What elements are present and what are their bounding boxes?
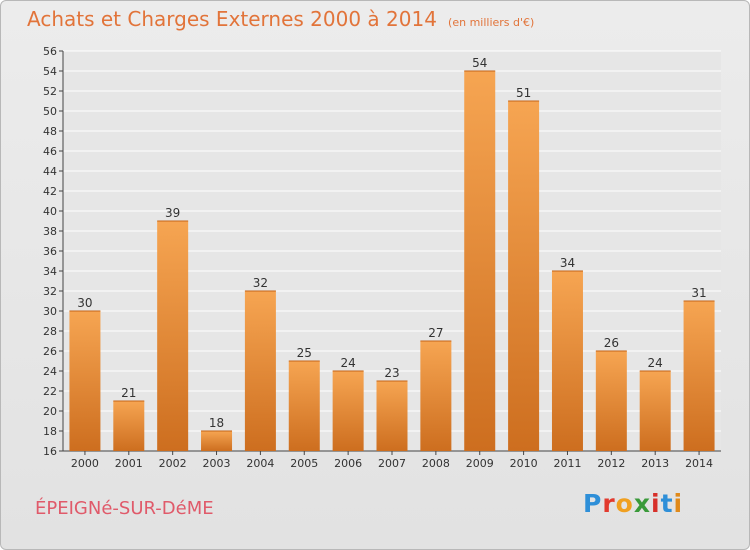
bar-2008 xyxy=(420,341,452,451)
bar-2002 xyxy=(157,221,189,451)
commune-name: ÉPEIGNé-SUR-DéME xyxy=(35,498,214,519)
data-label-2010: 51 xyxy=(516,86,531,100)
y-tick-label: 32 xyxy=(43,285,57,298)
bar-2011 xyxy=(551,271,583,451)
y-tick-label: 36 xyxy=(43,245,57,258)
y-tick-label: 46 xyxy=(43,145,57,158)
x-tick-label-2011: 2011 xyxy=(553,457,581,470)
bar-2007 xyxy=(376,381,408,451)
y-tick-label: 54 xyxy=(43,65,57,78)
bars xyxy=(69,70,715,451)
y-tick-label: 24 xyxy=(43,365,57,378)
chart-title-block: Achats et Charges Externes 2000 à 2014 (… xyxy=(27,7,534,31)
bar-2000 xyxy=(69,311,101,451)
proxiti-logo[interactable]: Proxiti xyxy=(583,489,683,518)
x-tick-label-2012: 2012 xyxy=(597,457,625,470)
chart-title: Achats et Charges Externes 2000 à 2014 xyxy=(27,7,437,31)
data-label-2005: 25 xyxy=(297,346,312,360)
y-tick-label: 56 xyxy=(43,45,57,58)
y-tick-label: 22 xyxy=(43,385,57,398)
x-tick-label-2000: 2000 xyxy=(71,457,99,470)
y-tick-label: 26 xyxy=(43,345,57,358)
y-tick-label: 40 xyxy=(43,205,57,218)
x-tick-label-2010: 2010 xyxy=(510,457,538,470)
logo-letter: t xyxy=(660,489,674,518)
y-tick-label: 44 xyxy=(43,165,57,178)
chart-subtitle: (en milliers d'€) xyxy=(448,16,535,29)
y-tick-label: 30 xyxy=(43,305,57,318)
x-tick-label-2001: 2001 xyxy=(115,457,143,470)
bar-2004 xyxy=(244,291,276,451)
data-label-2007: 23 xyxy=(384,366,399,380)
logo-letter: x xyxy=(633,489,651,518)
data-label-2003: 18 xyxy=(209,416,224,430)
logo-letter: o xyxy=(615,489,634,518)
data-label-2001: 21 xyxy=(121,386,136,400)
x-tick-label-2007: 2007 xyxy=(378,457,406,470)
data-label-2006: 24 xyxy=(340,356,355,370)
y-tick-label: 50 xyxy=(43,105,57,118)
bar-2014 xyxy=(683,301,715,451)
x-tick-label-2004: 2004 xyxy=(246,457,274,470)
y-tick-label: 52 xyxy=(43,85,57,98)
logo-letter: i xyxy=(651,489,661,518)
y-tick-label: 38 xyxy=(43,225,57,238)
bar-2010 xyxy=(508,101,540,451)
y-tick-label: 34 xyxy=(43,265,57,278)
y-tick-label: 18 xyxy=(43,425,57,438)
labels: 16 18 20 22 24 26 28 30 32 34 36 38 40 42 44 46 48 50 52 54… xyxy=(43,45,713,470)
y-tick-label: 28 xyxy=(43,325,57,338)
data-label-2009: 54 xyxy=(472,56,487,70)
y-tick-label: 42 xyxy=(43,185,57,198)
data-label-2013: 24 xyxy=(648,356,663,370)
bar-2006 xyxy=(332,371,364,451)
logo-letter: r xyxy=(602,489,616,518)
x-tick-label-2002: 2002 xyxy=(159,457,187,470)
bar-2003 xyxy=(201,431,233,451)
x-tick-label-2009: 2009 xyxy=(466,457,494,470)
data-label-2000: 30 xyxy=(77,296,92,310)
data-label-2011: 34 xyxy=(560,256,575,270)
x-tick-label-2003: 2003 xyxy=(203,457,231,470)
y-tick-label: 16 xyxy=(43,445,57,458)
x-tick-label-2006: 2006 xyxy=(334,457,362,470)
logo-letter: P xyxy=(583,489,603,518)
y-tick-label: 20 xyxy=(43,405,57,418)
data-label-2014: 31 xyxy=(691,286,706,300)
bar-2005 xyxy=(288,361,320,451)
data-label-2002: 39 xyxy=(165,206,180,220)
y-tick-label: 48 xyxy=(43,125,57,138)
data-label-2004: 32 xyxy=(253,276,268,290)
logo-letter: i xyxy=(673,489,684,518)
data-label-2008: 27 xyxy=(428,326,443,340)
x-tick-label-2013: 2013 xyxy=(641,457,669,470)
bar-2001 xyxy=(113,401,145,451)
data-label-2012: 26 xyxy=(604,336,619,350)
bar-2009 xyxy=(464,71,496,451)
bar-2012 xyxy=(595,351,627,451)
x-tick-label-2014: 2014 xyxy=(685,457,713,470)
x-tick-label-2005: 2005 xyxy=(290,457,318,470)
x-tick-label-2008: 2008 xyxy=(422,457,450,470)
bar-2013 xyxy=(639,371,671,451)
